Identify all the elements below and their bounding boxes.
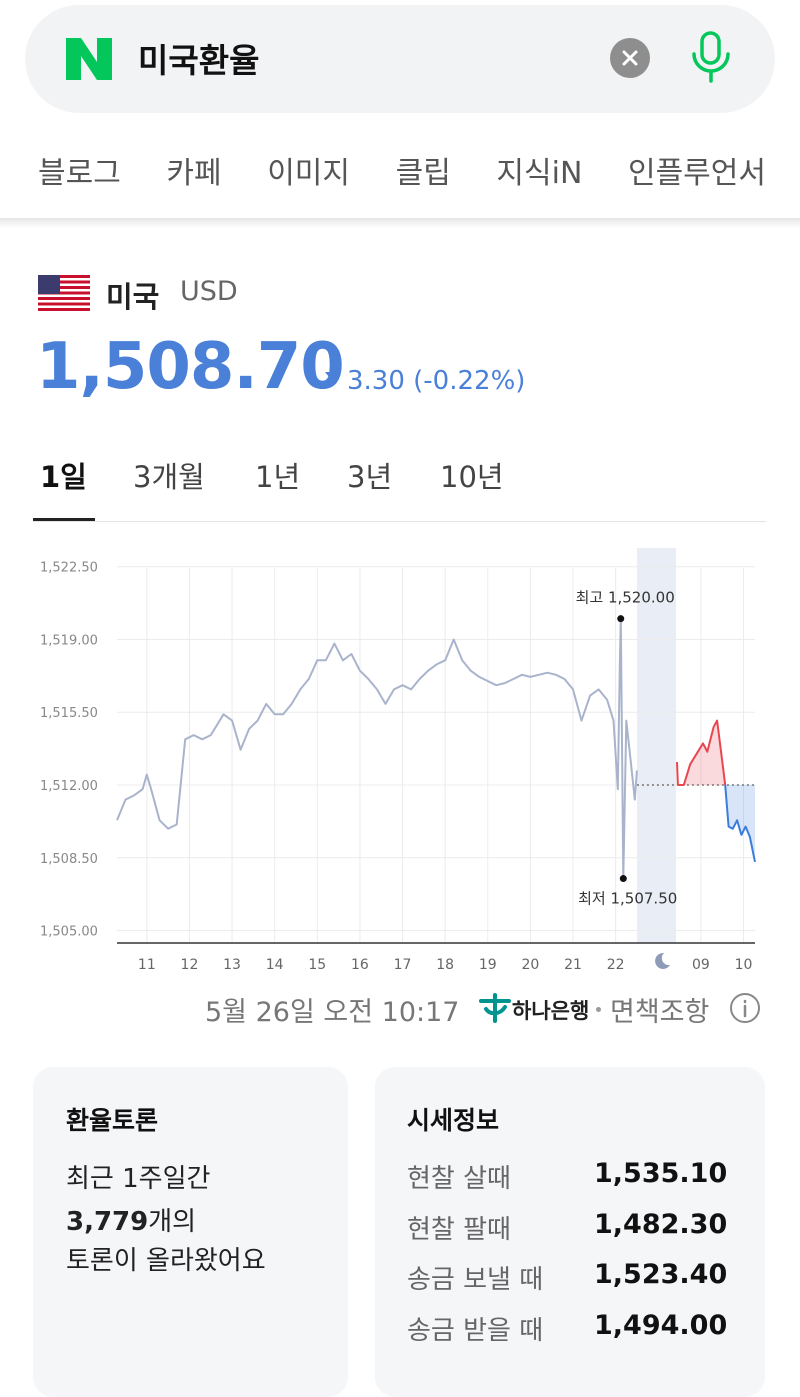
page: 미국환율 블로그 카페 이미지 클립 지식iN 인플루언서 미국 USD 1,508.70… — [0, 5, 800, 1346]
x-tick-label: 10 — [735, 957, 753, 973]
currency-code: USD — [180, 276, 238, 307]
discussion-count: 3,779 — [66, 1207, 149, 1237]
period-tab[interactable]: 10년 — [440, 460, 504, 494]
info-icon[interactable] — [729, 992, 761, 1024]
quote-value: 1,523.40 — [594, 1259, 728, 1290]
annotation-dot — [617, 615, 625, 623]
annotation-label: 최저 1,507.50 — [578, 890, 677, 908]
clear-button[interactable] — [609, 37, 651, 79]
rate-change: 3.30 (-0.22%) — [347, 366, 526, 396]
x-tick-label: 17 — [394, 957, 412, 973]
search-tab[interactable]: 지식iN — [496, 156, 583, 191]
area — [725, 785, 755, 862]
x-tick-label: 09 — [692, 957, 710, 973]
discussion-text: 토론이 올라왔어요 — [66, 1246, 266, 1276]
search-tabs: 블로그 카페 이미지 클립 지식iN 인플루언서 — [38, 148, 766, 192]
discussion-card[interactable] — [33, 1067, 348, 1397]
line — [676, 719, 727, 786]
y-tick-label: 1,505.00 — [40, 925, 98, 940]
moon-icon — [655, 952, 670, 969]
night-band — [637, 548, 676, 943]
x-tick-label: 13 — [223, 957, 241, 973]
us-flag — [38, 275, 90, 311]
timestamp: 5월 26일 오전 10:17 — [205, 997, 460, 1028]
period-tab[interactable]: 1년 — [255, 460, 301, 494]
x-tick-label: 15 — [308, 957, 326, 973]
search-tab[interactable]: 이미지 — [267, 156, 351, 191]
naver-logo[interactable] — [66, 38, 112, 80]
x-tick-label: 21 — [564, 957, 582, 973]
quote-label: 현찰 살때 — [407, 1164, 511, 1194]
y-tick-label: 1,522.50 — [40, 561, 98, 576]
search-tab[interactable]: 클립 — [395, 156, 451, 191]
search-query[interactable]: 미국환율 — [138, 41, 260, 80]
line — [116, 617, 638, 880]
search-tab[interactable]: 카페 — [166, 156, 222, 191]
discussion-count-line: 3,779개의 — [66, 1201, 196, 1238]
quotes-title: 시세정보 — [407, 1106, 500, 1135]
quote-label: 현찰 팔때 — [407, 1214, 511, 1245]
annotation-dot — [619, 875, 627, 883]
line — [724, 784, 756, 863]
annotation-label: 최고 1,520.00 — [576, 589, 675, 607]
x-tick-label: 16 — [351, 957, 369, 973]
period-tab[interactable]: 3년 — [347, 460, 393, 494]
quotes-card — [375, 1067, 765, 1397]
quote-label: 송금 받을 때 — [407, 1315, 544, 1346]
search-tab[interactable]: 블로그 — [38, 156, 121, 191]
active-tab-underline — [33, 518, 95, 521]
x-tick-label: 19 — [479, 957, 497, 973]
y-tick-label: 1,515.50 — [40, 706, 98, 721]
header-shadow — [0, 218, 800, 228]
search-bar[interactable] — [25, 5, 775, 113]
quote-value: 1,482.30 — [594, 1208, 728, 1240]
period-tab[interactable]: 1일 — [40, 460, 87, 494]
discussion-count-suffix: 개의 — [148, 1207, 197, 1237]
x-tick-label: 14 — [266, 957, 284, 973]
quote-label: 송금 보낼 때 — [407, 1265, 544, 1295]
chart: 1,505.00 1,508.50 1,512.00 1,515.50 1,519.00… — [40, 548, 756, 973]
x-tick-label: 20 — [521, 957, 539, 973]
bank-logo — [479, 993, 511, 1023]
x-tick-label: 11 — [138, 957, 156, 973]
x-tick-label: 12 — [181, 957, 199, 973]
disclaimer[interactable]: 면책조항 — [610, 997, 710, 1028]
exchange-rate: 1,508.70 — [36, 330, 345, 404]
mic-button[interactable] — [688, 30, 734, 84]
separator-dot — [596, 1007, 601, 1012]
x-tick-label: 18 — [436, 957, 454, 973]
quote-value: 1,494.00 — [594, 1309, 728, 1341]
y-tick-label: 1,519.00 — [40, 633, 98, 648]
y-tick-label: 1,508.50 — [40, 852, 98, 867]
period-tab[interactable]: 3개월 — [133, 460, 205, 494]
country-name: 미국 — [106, 280, 160, 314]
divider — [33, 521, 766, 522]
bank-name: 하나은행 — [512, 999, 590, 1023]
down-arrow — [325, 372, 341, 382]
discussion-title: 환율토론 — [66, 1106, 159, 1135]
search-tab[interactable]: 인플루언서 — [627, 156, 766, 191]
x-tick-label: 22 — [607, 957, 625, 973]
quote-value: 1,535.10 — [594, 1158, 728, 1189]
discussion-text: 최근 1주일간 — [66, 1164, 211, 1194]
y-tick-label: 1,512.00 — [40, 779, 98, 794]
